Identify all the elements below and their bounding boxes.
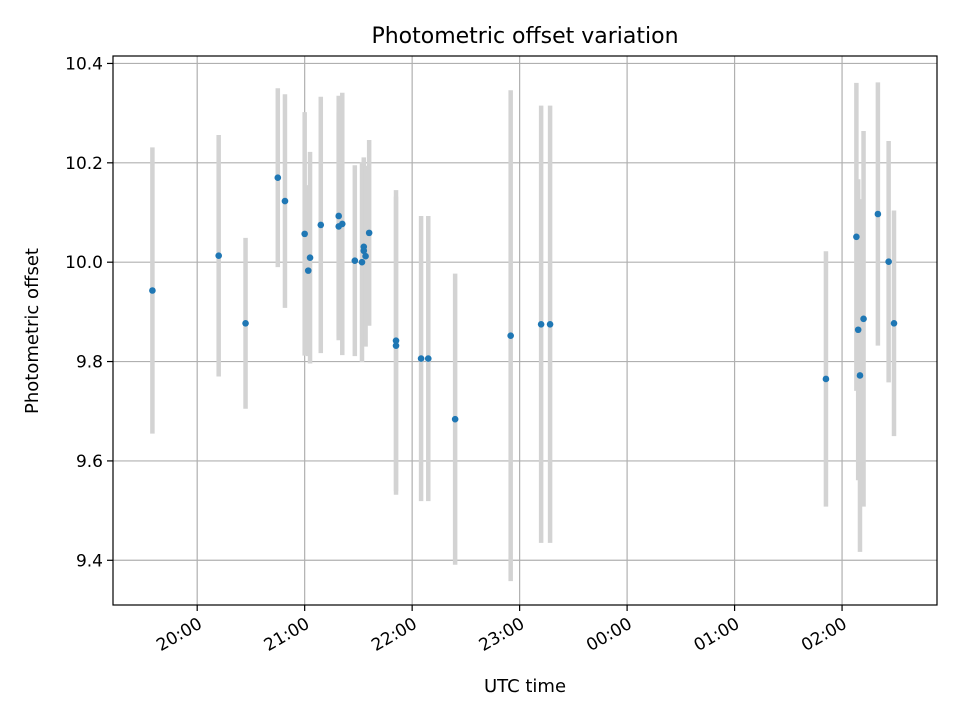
plot-background (113, 56, 937, 605)
data-point (215, 252, 222, 260)
grid-lines (113, 56, 937, 605)
data-point (301, 230, 308, 238)
data-point (362, 252, 369, 260)
y-tick-label: 10.2 (65, 154, 103, 174)
data-point (854, 326, 862, 334)
plot-frame (112, 55, 938, 606)
data-point (451, 415, 459, 423)
y-tick-label: 10.4 (65, 54, 103, 74)
x-tick-label: 23:00 (476, 614, 528, 656)
data-points (149, 174, 898, 423)
data-point (317, 221, 325, 229)
data-point (537, 320, 545, 328)
x-tick-label: 00:00 (583, 614, 635, 656)
data-point (358, 258, 366, 266)
data-point (890, 319, 898, 327)
data-point (822, 375, 830, 383)
data-point (885, 258, 892, 265)
data-point (274, 174, 282, 182)
data-point (856, 372, 864, 379)
data-point (417, 355, 425, 362)
y-tick-label: 9.8 (76, 353, 103, 373)
data-point (351, 257, 359, 264)
data-point (507, 332, 514, 340)
y-tick-label: 9.4 (76, 551, 103, 571)
x-axis-ticks: 20:00 21:00 22:00 23:00 00:00 01:00 02:00 (153, 605, 851, 656)
data-point (874, 210, 882, 218)
y-axis-ticks: 9.4 9.6 9.8 10.0 10.2 10.4 (65, 54, 113, 571)
data-point (853, 233, 860, 241)
data-point (392, 337, 400, 344)
data-point (281, 197, 289, 205)
data-point (149, 287, 156, 294)
data-point (546, 320, 554, 328)
data-point (304, 267, 312, 274)
data-point (242, 319, 249, 327)
x-tick-label: 01:00 (691, 614, 743, 656)
data-point (306, 254, 314, 262)
data-point (424, 355, 432, 362)
x-axis-label: UTC time (484, 676, 566, 697)
data-point (365, 229, 373, 237)
data-point (860, 315, 867, 323)
x-tick-label: 02:00 (798, 614, 850, 656)
y-tick-label: 9.6 (76, 452, 103, 472)
data-point (392, 342, 400, 349)
y-tick-label: 10.0 (65, 253, 103, 273)
data-point (338, 220, 346, 228)
x-tick-label: 21:00 (261, 614, 313, 656)
data-point (335, 212, 343, 220)
y-axis-label: Photometric offset (22, 248, 43, 414)
data-point (360, 243, 368, 251)
chart-title: Photometric offset variation (371, 24, 678, 49)
x-tick-label: 22:00 (368, 614, 420, 656)
x-tick-label: 20:00 (153, 614, 205, 656)
